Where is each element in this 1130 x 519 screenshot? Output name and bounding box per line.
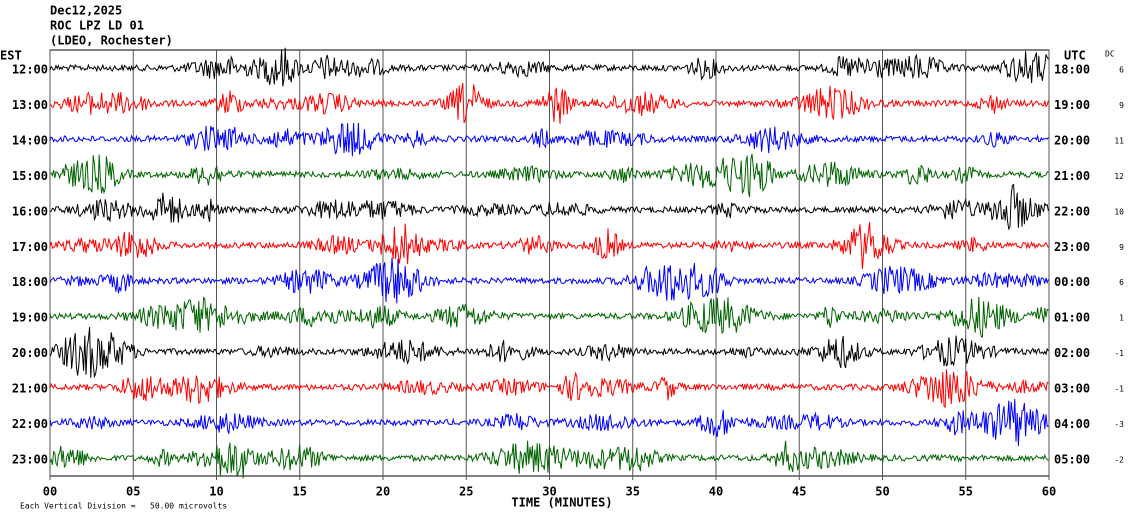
dc-value: -3: [1114, 420, 1124, 429]
footer: Each Vertical Division = 50.00 microvolt…: [20, 502, 227, 511]
x-tick-label: 40: [709, 485, 723, 499]
est-label: 15:00: [12, 169, 48, 183]
header-station: ROC LPZ LD 01: [50, 19, 144, 33]
x-tick-label: 55: [959, 485, 973, 499]
dc-value: 1: [1119, 314, 1124, 323]
dc-value: 6: [1119, 66, 1124, 75]
est-label: 22:00: [12, 417, 48, 431]
trace: [49, 327, 1049, 379]
trace: [49, 82, 1049, 124]
est-label: 16:00: [12, 204, 48, 218]
x-tick-label: 60: [1042, 485, 1056, 499]
x-tick-label: 25: [459, 485, 473, 499]
dc-label: DC: [1105, 50, 1115, 59]
utc-label: 23:00: [1054, 240, 1090, 254]
est-label: 19:00: [12, 311, 48, 325]
dc-value: 12: [1114, 172, 1124, 181]
utc-label: 01:00: [1054, 311, 1090, 325]
left-axis-label: EST: [0, 49, 22, 63]
est-label: 14:00: [12, 133, 48, 147]
est-label: 20:00: [12, 346, 48, 360]
utc-label: 21:00: [1054, 169, 1090, 183]
x-tick-label: 10: [209, 485, 223, 499]
trace: [49, 153, 1049, 198]
header-network: (LDEO, Rochester): [50, 34, 173, 48]
trace: [49, 221, 1049, 269]
dc-value: 9: [1119, 101, 1124, 110]
utc-label: 22:00: [1054, 204, 1090, 218]
trace: [49, 369, 1049, 409]
utc-label: 18:00: [1054, 63, 1090, 77]
utc-label: 03:00: [1054, 382, 1090, 396]
dc-value: 11: [1114, 136, 1124, 145]
utc-label: 02:00: [1054, 346, 1090, 360]
dc-value: 10: [1114, 207, 1124, 216]
utc-label: 04:00: [1054, 417, 1090, 431]
trace: [49, 440, 1049, 479]
trace: [49, 257, 1049, 304]
x-tick-label: 05: [126, 485, 140, 499]
trace: [49, 47, 1049, 87]
utc-label: 05:00: [1054, 453, 1090, 467]
est-label: 13:00: [12, 98, 48, 112]
x-axis-label: TIME (MINUTES): [511, 496, 612, 510]
x-tick-label: 20: [376, 485, 390, 499]
utc-label: 19:00: [1054, 98, 1090, 112]
x-tick-label: 00: [43, 485, 57, 499]
trace: [49, 398, 1049, 447]
dc-value: -1: [1114, 385, 1124, 394]
header-date: Dec12,2025: [50, 4, 122, 18]
x-tick-label: 35: [626, 485, 640, 499]
dc-value: -2: [1114, 456, 1124, 465]
dc-value: -1: [1114, 349, 1124, 358]
dc-value: 9: [1119, 243, 1124, 252]
est-label: 12:00: [12, 63, 48, 77]
trace: [49, 296, 1049, 338]
right-axis-label: UTC: [1064, 49, 1086, 63]
x-tick-label: 30: [542, 485, 556, 499]
trace: [49, 122, 1049, 157]
x-tick-label: 45: [792, 485, 806, 499]
est-label: 17:00: [12, 240, 48, 254]
trace: [49, 183, 1049, 231]
est-label: 21:00: [12, 382, 48, 396]
utc-label: 00:00: [1054, 275, 1090, 289]
est-label: 23:00: [12, 453, 48, 467]
utc-label: 20:00: [1054, 133, 1090, 147]
x-tick-label: 50: [875, 485, 889, 499]
est-label: 18:00: [12, 275, 48, 289]
dc-value: 6: [1119, 278, 1124, 287]
x-tick-label: 15: [293, 485, 307, 499]
